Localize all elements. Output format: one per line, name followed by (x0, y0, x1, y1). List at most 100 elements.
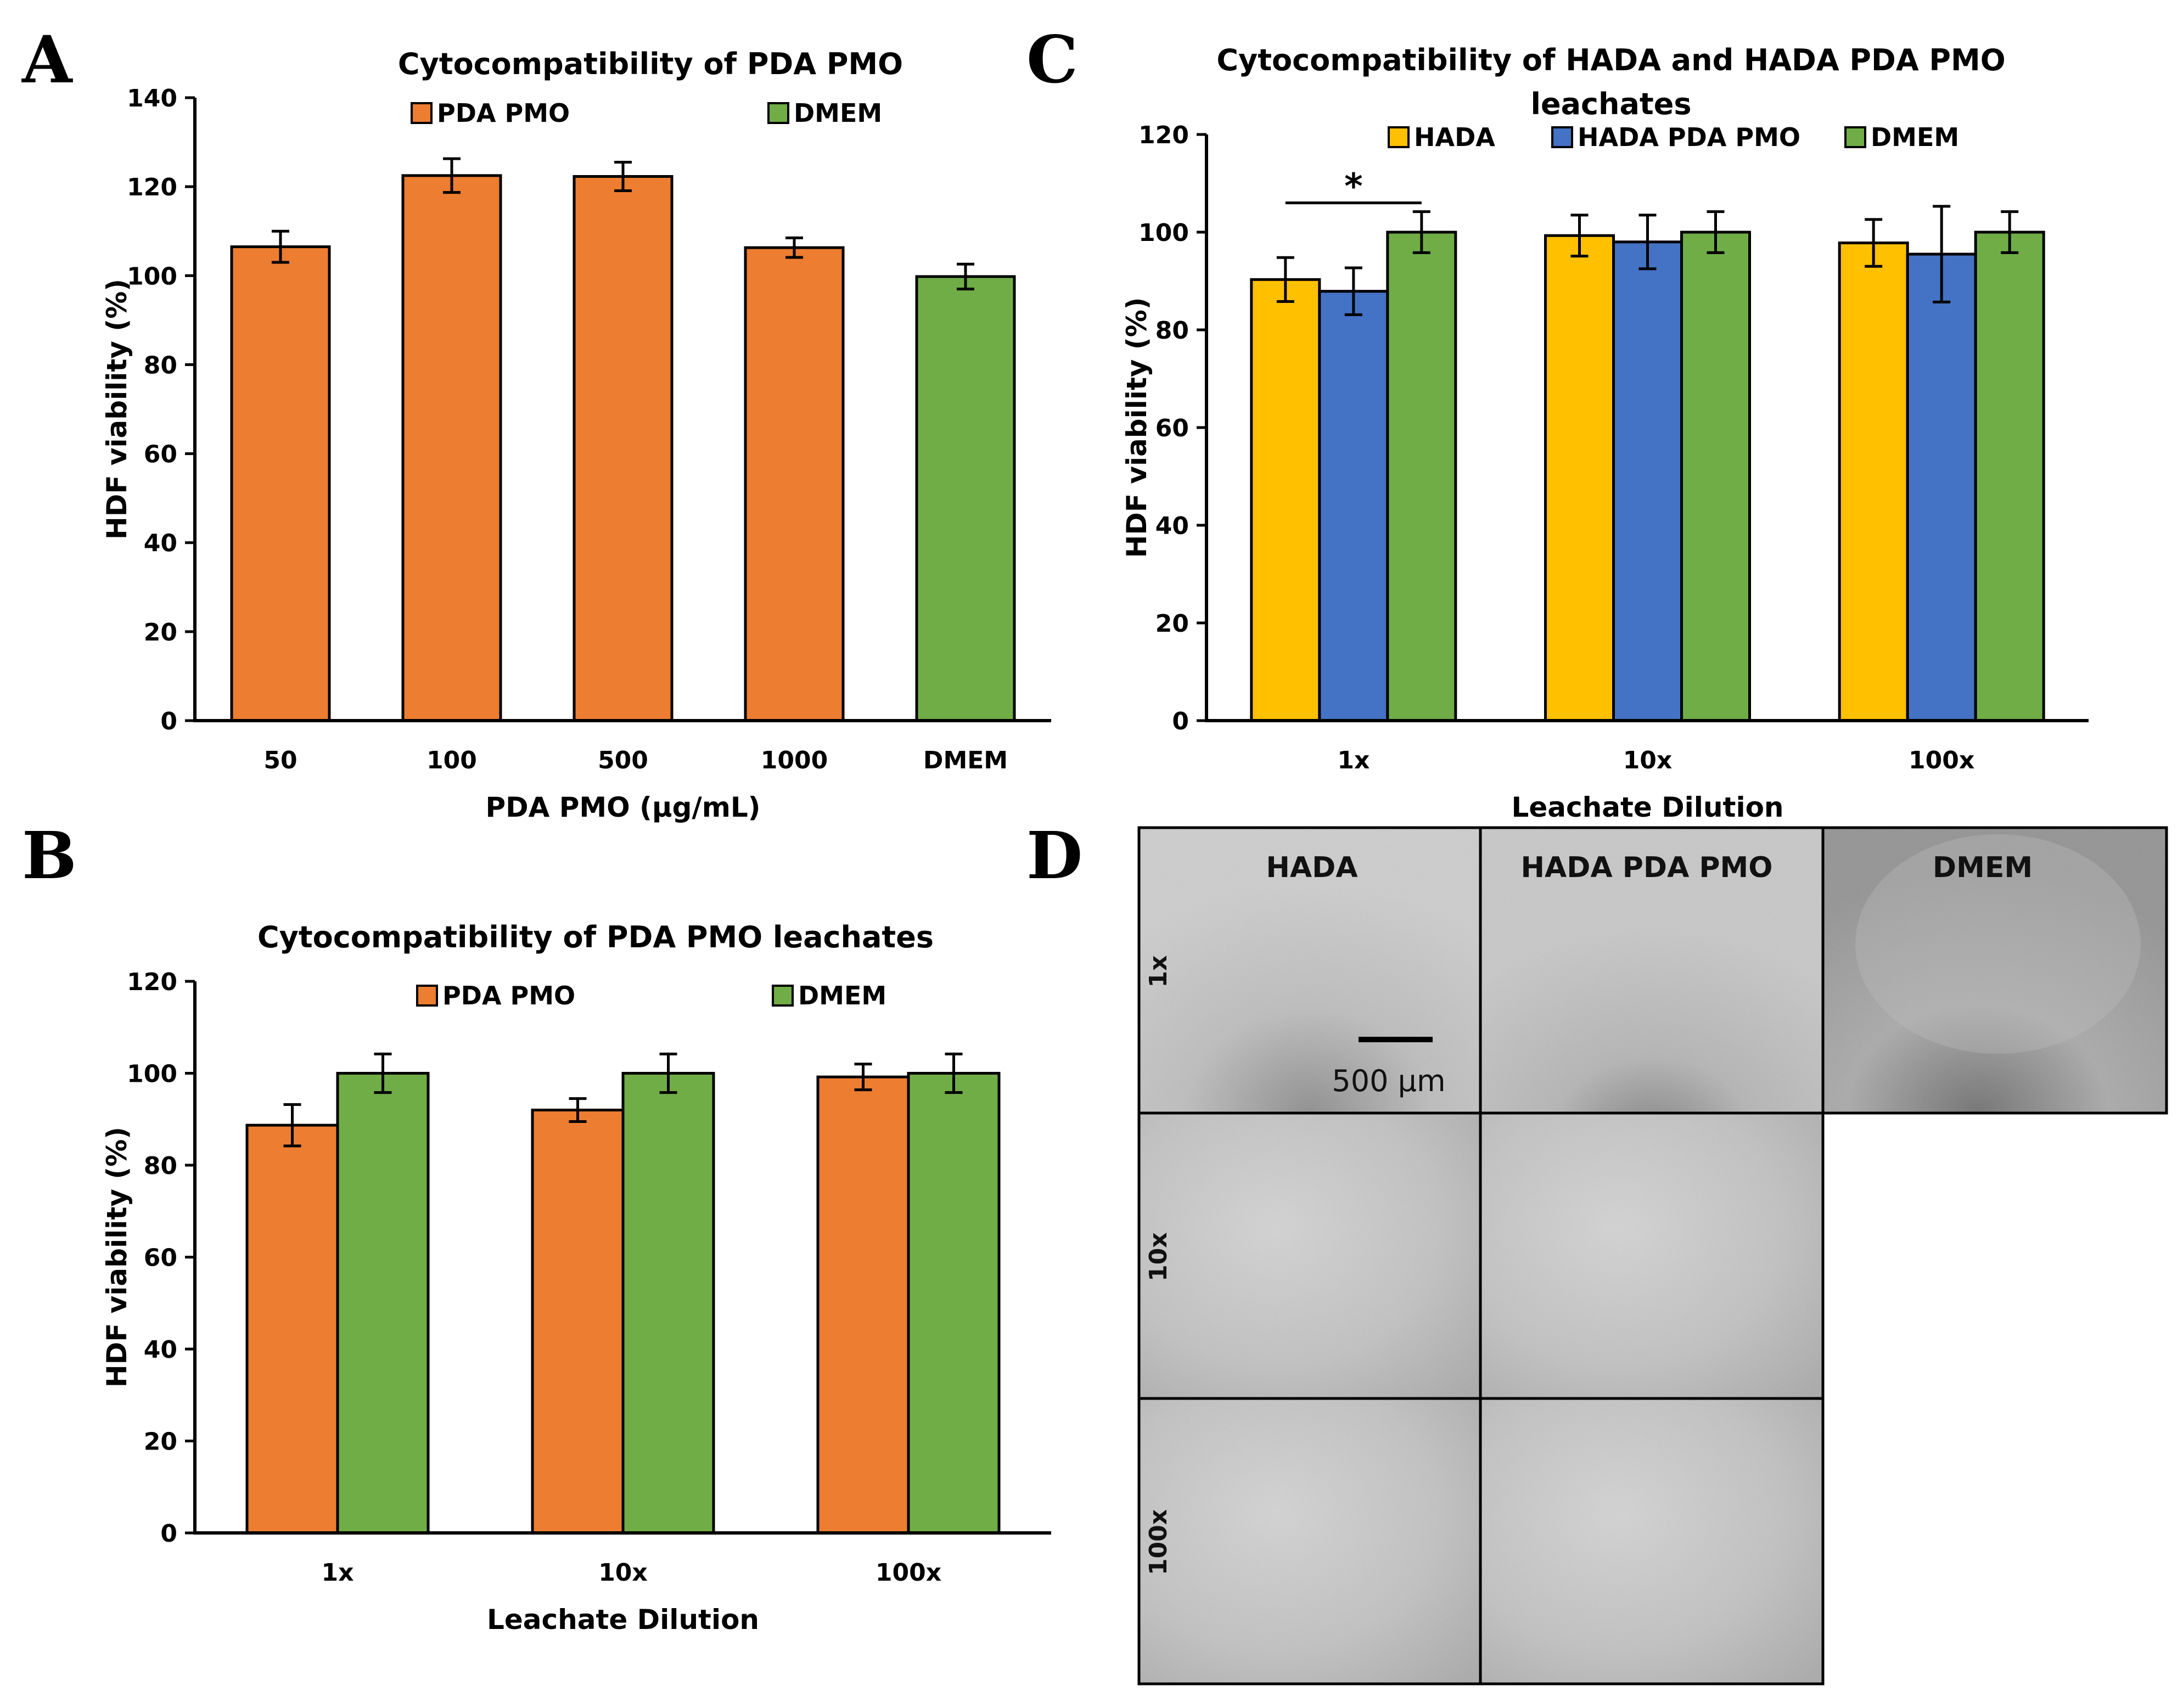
y-tick-label: 100 (1138, 219, 1189, 247)
micrograph-hada-1x (1139, 828, 1480, 1113)
micrograph-hada-10x (1139, 1113, 1480, 1398)
y-tick-label: 120 (1138, 121, 1189, 149)
chart-title: Cytocompatibility of PDA PMO leachates (257, 920, 934, 954)
x-tick-label: 10x (1623, 746, 1673, 774)
chart-title-line-2: leachates (1530, 87, 1691, 121)
significance-star: * (1344, 167, 1362, 207)
legend-swatch-dmem (1844, 126, 1866, 148)
y-tick-label: 0 (160, 1520, 177, 1548)
legend-label: HADA PDA PMO (1578, 122, 1800, 152)
x-axis-label: Leachate Dilution (1511, 791, 1783, 823)
x-tick-label: 10x (598, 1559, 648, 1587)
legend-label: PDA PMO (442, 981, 575, 1010)
legend-label: DMEM (1871, 122, 1959, 152)
y-tick-label: 20 (1155, 610, 1189, 638)
bar-hada-pda-pmo-10x (1612, 240, 1683, 722)
legend-label: DMEM (794, 98, 882, 128)
y-tick-label: 20 (144, 619, 177, 647)
y-tick-label: 60 (144, 1244, 177, 1272)
legend-swatch-pda-pmo (416, 985, 438, 1007)
y-axis-label: HDF viability (%) (101, 1127, 133, 1387)
y-tick-label: 40 (144, 1336, 177, 1364)
y-tick-label: 0 (160, 707, 177, 735)
bar-dmem-1x (336, 1072, 430, 1535)
y-tick-label: 60 (1155, 414, 1189, 442)
bar-100 (401, 174, 502, 722)
micrograph-grid: HADA HADA PDA PMO DMEM 1x 10x 100x 500 µ… (1137, 826, 2168, 1685)
y-tick-label: 0 (1172, 707, 1189, 735)
x-axis-label: PDA PMO (µg/mL) (485, 791, 760, 823)
y-axis-label: HDF viability (%) (101, 279, 133, 540)
legend-label: PDA PMO (437, 98, 570, 128)
bar-1000 (744, 246, 845, 722)
x-tick-label: 50 (263, 746, 297, 774)
panel-letter-b: B (22, 817, 77, 894)
bar-hada-pda-pmo-100x (1906, 252, 1977, 722)
y-tick-label: 40 (144, 530, 177, 558)
x-axis-label: Leachate Dilution (487, 1604, 759, 1636)
scale-bar-label: 500 µm (1332, 1064, 1445, 1098)
micro-row-label-100x: 100x (1144, 1509, 1172, 1575)
x-tick-label: 1x (1337, 746, 1370, 774)
bar-pda-pmo-10x (531, 1109, 625, 1535)
chart-b: Cytocompatibility of PDA PMO leachates 0 2… (101, 920, 1051, 1636)
x-tick-label: DMEM (923, 746, 1008, 774)
chart-title: Cytocompatibility of PDA PMO (398, 47, 903, 81)
y-tick-label: 80 (1155, 317, 1189, 345)
micrograph-hada-pda-pmo-1x (1480, 828, 1823, 1113)
panel-letter-c: C (1026, 21, 1078, 98)
bar-hada-pda-pmo-1x (1318, 290, 1389, 722)
x-tick-label: 500 (598, 746, 648, 774)
y-tick-label: 100 (127, 262, 177, 290)
micro-col-label-hada-pda-pmo: HADA PDA PMO (1521, 851, 1773, 884)
bar-500 (573, 175, 674, 722)
chart-title-line-1: Cytocompatibility of HADA and HADA PDA P… (1216, 43, 2005, 77)
chart-title: Cytocompatibility of HADA and HADA PDA P… (1216, 43, 2005, 121)
bar-dmem-100x (1974, 231, 2045, 722)
micrograph-borders (1137, 826, 2168, 1685)
y-tick-label: 100 (127, 1060, 177, 1088)
micro-row-label-1x: 1x (1144, 956, 1172, 988)
y-tick-label: 140 (127, 85, 177, 113)
bar-hada-100x (1838, 241, 1909, 722)
bar-pda-pmo-1x (245, 1123, 339, 1535)
micrograph-hada-pda-pmo-100x (1480, 1398, 1823, 1684)
y-tick-label: 80 (144, 351, 177, 379)
micro-col-label-hada: HADA (1266, 851, 1357, 884)
y-tick-label: 120 (127, 173, 177, 201)
legend-swatch-dmem (767, 102, 789, 124)
y-tick-label: 80 (144, 1152, 177, 1180)
bar-dmem-1x (1386, 231, 1457, 722)
bar-hada-1x (1250, 278, 1321, 722)
micrograph-hada-pda-pmo-10x (1480, 1113, 1823, 1398)
micro-col-label-dmem: DMEM (1933, 851, 2033, 884)
x-tick-label: 1000 (761, 746, 828, 774)
x-tick-label: 100x (1909, 746, 1974, 774)
y-tick-label: 60 (144, 441, 177, 469)
panel-letter-d: D (1026, 817, 1082, 894)
chart-c: Cytocompatibility of HADA and HADA PDA P… (1121, 43, 2089, 823)
bar-dmem (915, 275, 1016, 722)
legend-swatch-hada-pda-pmo (1551, 126, 1573, 148)
bar-dmem-100x (907, 1072, 1001, 1535)
micrograph-dmem-1x (1823, 828, 2167, 1113)
bar-dmem-10x (1680, 231, 1751, 722)
y-tick-label: 120 (127, 968, 177, 996)
bar-hada-10x (1544, 234, 1615, 722)
x-tick-label: 100 (427, 746, 477, 774)
bar-pda-pmo-100x (816, 1075, 910, 1535)
micrograph-hada-100x (1139, 1398, 1480, 1684)
y-tick-label: 40 (1155, 512, 1189, 540)
chart-a: Cytocompatibility of PDA PMO 0 20 40 60 80 100… (101, 47, 1051, 823)
legend-swatch-pda-pmo (411, 102, 433, 124)
x-tick-label: 100x (876, 1559, 941, 1587)
legend-label: DMEM (798, 981, 886, 1010)
x-tick-label: 1x (322, 1559, 354, 1587)
bar-dmem-10x (621, 1072, 715, 1535)
legend-swatch-dmem (772, 985, 794, 1007)
panel-letter-a: A (21, 21, 73, 98)
legend-swatch-hada (1388, 126, 1410, 148)
bar-50 (230, 245, 331, 722)
y-axis-label: HDF viability (%) (1121, 297, 1153, 558)
